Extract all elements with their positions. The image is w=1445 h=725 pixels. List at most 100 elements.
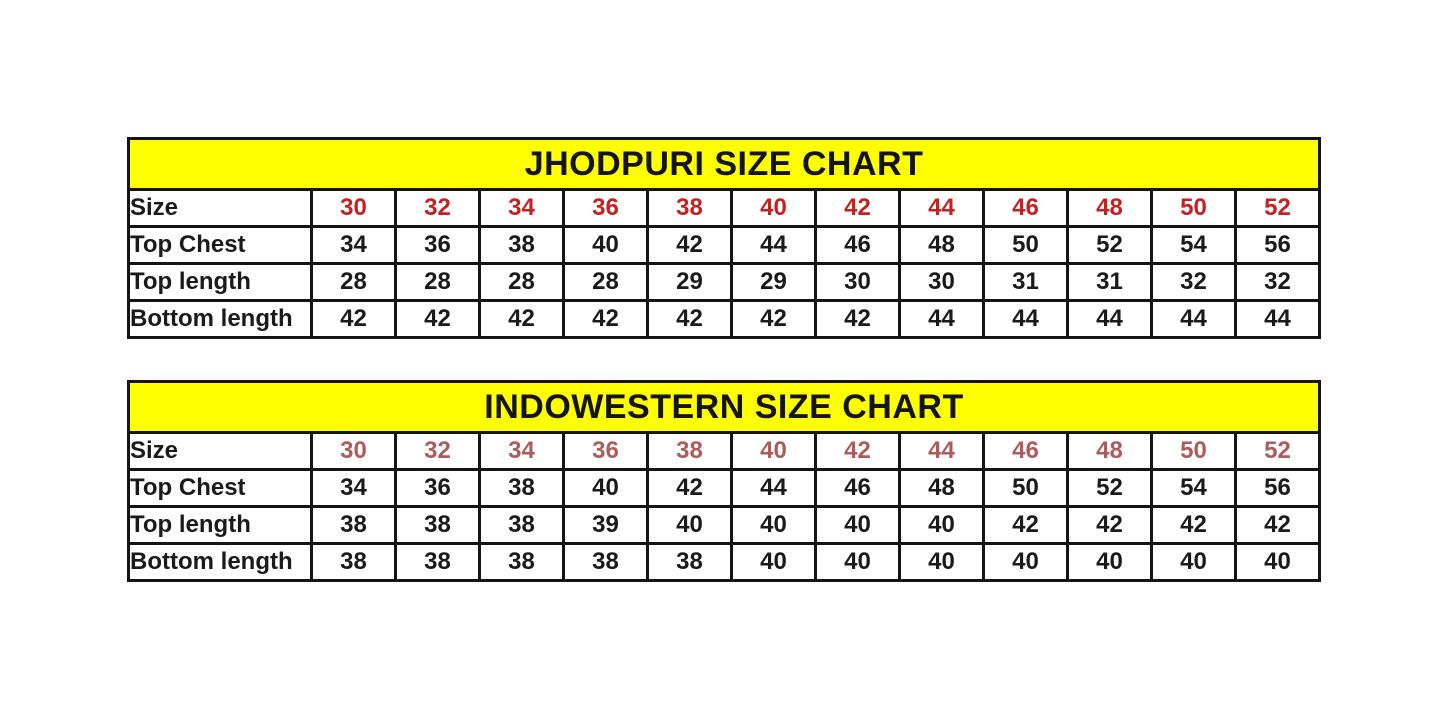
indowestern-size-chart-table: INDOWESTERN SIZE CHART Size 30 32 34 36 38 40 4… — [126, 380, 1322, 582]
size-value-cell: 50 — [1150, 431, 1237, 471]
size-value-cell: 52 — [1233, 431, 1322, 471]
value-cell: 31 — [982, 262, 1069, 302]
title-row: INDOWESTERN SIZE CHART — [126, 380, 1322, 434]
value-cell: 38 — [310, 542, 397, 582]
value-cell: 42 — [1150, 505, 1237, 545]
size-value-cell: 38 — [646, 188, 733, 228]
value-cell: 40 — [982, 542, 1069, 582]
size-value-cell: 52 — [1233, 188, 1322, 228]
value-cell: 40 — [814, 542, 901, 582]
table-row: Top Chest 34 36 38 40 42 44 46 48 50 52 54 56 — [127, 468, 1322, 508]
size-value-cell: 40 — [730, 431, 817, 471]
title-row: JHODPURI SIZE CHART — [126, 137, 1322, 191]
value-cell: 40 — [1233, 542, 1322, 582]
size-value-cell: 48 — [1066, 188, 1153, 228]
value-cell: 50 — [982, 225, 1069, 265]
size-value-cell: 36 — [562, 431, 649, 471]
value-cell: 42 — [646, 468, 733, 508]
value-cell: 40 — [1066, 542, 1153, 582]
size-value-cell: 44 — [898, 188, 985, 228]
value-cell: 42 — [1066, 505, 1153, 545]
jhodpuri-size-chart-table: JHODPURI SIZE CHART Size 30 32 34 36 38 40 42 44… — [126, 137, 1322, 339]
value-cell: 38 — [394, 505, 481, 545]
table-body: Size 30 32 34 36 38 40 42 44 46 48 50 52 Top Chest 34 3… — [127, 188, 1322, 339]
size-value-cell: 46 — [982, 188, 1069, 228]
value-cell: 38 — [478, 505, 565, 545]
value-cell: 42 — [394, 299, 481, 339]
size-value-cell: 48 — [1066, 431, 1153, 471]
value-cell: 42 — [562, 299, 649, 339]
value-cell: 42 — [478, 299, 565, 339]
value-cell: 40 — [646, 505, 733, 545]
size-value-cell: 32 — [394, 431, 481, 471]
table-title: JHODPURI SIZE CHART — [126, 137, 1322, 191]
value-cell: 40 — [1150, 542, 1237, 582]
value-cell: 32 — [1150, 262, 1237, 302]
value-cell: 42 — [646, 299, 733, 339]
value-cell: 40 — [562, 225, 649, 265]
size-value-cell: 34 — [478, 188, 565, 228]
value-cell: 44 — [1233, 299, 1322, 339]
value-cell: 38 — [394, 542, 481, 582]
value-cell: 42 — [646, 225, 733, 265]
value-cell: 31 — [1066, 262, 1153, 302]
value-cell: 46 — [814, 468, 901, 508]
value-cell: 52 — [1066, 225, 1153, 265]
value-cell: 38 — [562, 542, 649, 582]
size-value-cell: 50 — [1150, 188, 1237, 228]
value-cell: 28 — [394, 262, 481, 302]
value-cell: 28 — [310, 262, 397, 302]
value-cell: 44 — [898, 299, 985, 339]
value-cell: 40 — [562, 468, 649, 508]
size-value-cell: 30 — [310, 188, 397, 228]
value-cell: 42 — [982, 505, 1069, 545]
size-value-cell: 36 — [562, 188, 649, 228]
value-cell: 30 — [898, 262, 985, 302]
value-cell: 42 — [310, 299, 397, 339]
value-cell: 28 — [478, 262, 565, 302]
value-cell: 40 — [898, 542, 985, 582]
row-label-cell: Bottom length — [127, 299, 313, 339]
value-cell: 38 — [310, 505, 397, 545]
value-cell: 38 — [478, 225, 565, 265]
row-label-cell: Top Chest — [127, 468, 313, 508]
row-label-cell: Top Chest — [127, 225, 313, 265]
table-row: Bottom length 42 42 42 42 42 42 42 44 44 44 44 44 — [127, 299, 1322, 339]
value-cell: 50 — [982, 468, 1069, 508]
table-row: Top length 38 38 38 39 40 40 40 40 42 42 42 42 — [127, 505, 1322, 545]
size-value-cell: 46 — [982, 431, 1069, 471]
value-cell: 29 — [646, 262, 733, 302]
value-cell: 56 — [1233, 225, 1322, 265]
table-row: Bottom length 38 38 38 38 38 40 40 40 40 40 40 40 — [127, 542, 1322, 582]
value-cell: 44 — [730, 225, 817, 265]
value-cell: 54 — [1150, 225, 1237, 265]
value-cell: 40 — [898, 505, 985, 545]
table-body: Size 30 32 34 36 38 40 42 44 46 48 50 52 Top Chest 34 3… — [127, 431, 1322, 582]
value-cell: 40 — [730, 542, 817, 582]
row-label-cell: Bottom length — [127, 542, 313, 582]
value-cell: 36 — [394, 468, 481, 508]
value-cell: 42 — [1233, 505, 1322, 545]
size-value-cell: 42 — [814, 188, 901, 228]
value-cell: 36 — [394, 225, 481, 265]
value-cell: 38 — [646, 542, 733, 582]
row-label-cell: Size — [127, 188, 313, 228]
value-cell: 44 — [1150, 299, 1237, 339]
value-cell: 34 — [310, 468, 397, 508]
value-cell: 42 — [814, 299, 901, 339]
value-cell: 44 — [982, 299, 1069, 339]
size-value-cell: 40 — [730, 188, 817, 228]
row-label-cell: Top length — [127, 505, 313, 545]
size-value-cell: 34 — [478, 431, 565, 471]
value-cell: 48 — [898, 468, 985, 508]
value-cell: 56 — [1233, 468, 1322, 508]
size-value-cell: 42 — [814, 431, 901, 471]
size-value-cell: 44 — [898, 431, 985, 471]
value-cell: 38 — [478, 542, 565, 582]
row-label-cell: Size — [127, 431, 313, 471]
value-cell: 52 — [1066, 468, 1153, 508]
table-row: Size 30 32 34 36 38 40 42 44 46 48 50 52 — [127, 431, 1322, 471]
table-row: Size 30 32 34 36 38 40 42 44 46 48 50 52 — [127, 188, 1322, 228]
table-row: Top Chest 34 36 38 40 42 44 46 48 50 52 54 56 — [127, 225, 1322, 265]
value-cell: 44 — [730, 468, 817, 508]
